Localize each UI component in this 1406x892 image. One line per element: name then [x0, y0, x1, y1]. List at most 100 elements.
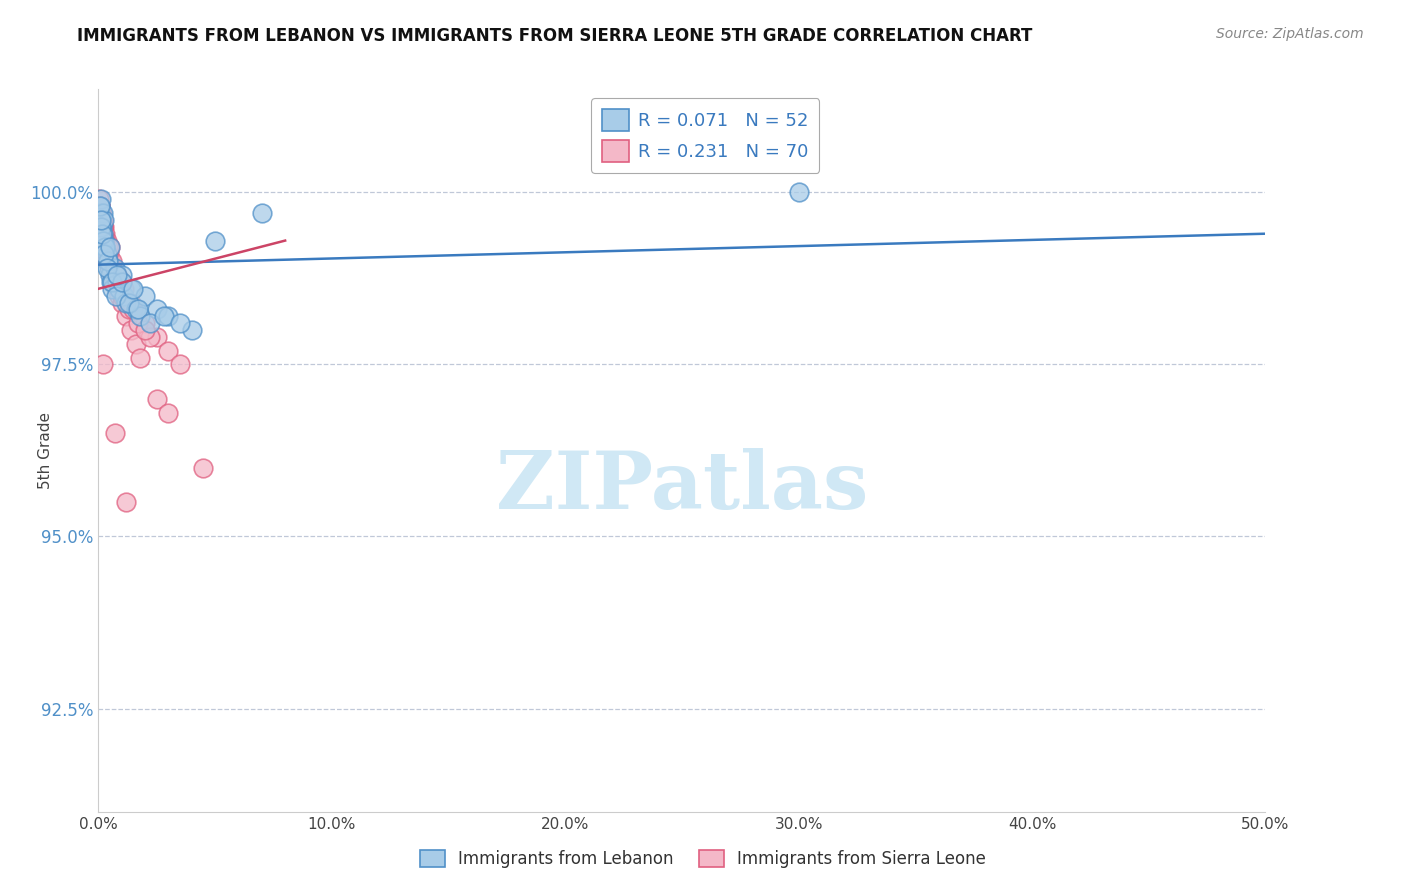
Point [96, 254, 118, 268]
Point [157, 406, 180, 420]
Point [97, 247, 120, 261]
Point [90, 219, 112, 234]
Point [98, 254, 121, 268]
Point [89, 199, 111, 213]
Point [787, 186, 810, 200]
Point [169, 358, 191, 372]
Point [91, 219, 114, 234]
Point [104, 261, 127, 276]
Point [90, 206, 112, 220]
Point [108, 282, 131, 296]
Point [93, 213, 115, 227]
Point [108, 288, 131, 302]
Point [101, 268, 124, 282]
Point [91, 219, 114, 234]
Legend: Immigrants from Lebanon, Immigrants from Sierra Leone: Immigrants from Lebanon, Immigrants from… [413, 843, 993, 875]
Point [111, 295, 134, 310]
Point [93, 247, 115, 261]
Point [101, 254, 124, 268]
Point [104, 288, 127, 302]
Point [98, 240, 121, 254]
Point [90, 206, 112, 220]
Text: IMMIGRANTS FROM LEBANON VS IMMIGRANTS FROM SIERRA LEONE 5TH GRADE CORRELATION CH: IMMIGRANTS FROM LEBANON VS IMMIGRANTS FR… [77, 27, 1032, 45]
Point [97, 254, 120, 268]
Point [134, 323, 156, 337]
Point [93, 240, 115, 254]
Point [96, 261, 118, 276]
Point [111, 268, 134, 282]
Text: ZIPatlas: ZIPatlas [496, 448, 868, 525]
Point [105, 282, 128, 296]
Point [146, 392, 169, 406]
Point [91, 227, 114, 241]
Point [90, 206, 112, 220]
Point [157, 343, 180, 358]
Point [90, 213, 112, 227]
Point [122, 302, 145, 317]
Point [157, 310, 180, 324]
Point [104, 275, 127, 289]
Point [193, 460, 215, 475]
Point [118, 302, 141, 317]
Point [91, 358, 114, 372]
Point [134, 316, 156, 330]
Point [91, 234, 114, 248]
Point [105, 275, 128, 289]
Point [97, 254, 120, 268]
Point [96, 247, 118, 261]
Point [93, 234, 115, 248]
Point [129, 351, 152, 365]
Point [146, 330, 169, 344]
Point [97, 247, 120, 261]
Point [89, 199, 111, 213]
Point [139, 316, 162, 330]
Point [89, 199, 111, 213]
Point [100, 261, 122, 276]
Point [134, 288, 156, 302]
Point [127, 302, 149, 317]
Point [94, 234, 117, 248]
Point [111, 288, 134, 302]
Point [96, 234, 118, 248]
Point [94, 234, 117, 248]
Point [91, 227, 114, 241]
Point [89, 213, 111, 227]
Point [97, 261, 120, 276]
Point [98, 268, 121, 282]
Point [112, 288, 135, 302]
Point [125, 336, 148, 351]
Point [93, 227, 115, 241]
Point [94, 240, 117, 254]
Point [120, 295, 142, 310]
Point [90, 213, 112, 227]
Point [101, 275, 124, 289]
Point [90, 213, 112, 227]
Point [169, 316, 191, 330]
Point [127, 316, 149, 330]
Point [120, 282, 142, 296]
Point [250, 206, 273, 220]
Point [90, 192, 112, 206]
Point [112, 282, 135, 296]
Point [90, 206, 112, 220]
Point [101, 282, 124, 296]
Text: Source: ZipAtlas.com: Source: ZipAtlas.com [1216, 27, 1364, 41]
Point [104, 426, 127, 441]
Point [104, 275, 127, 289]
Point [90, 227, 112, 241]
Text: 5th Grade: 5th Grade [38, 412, 53, 489]
Point [100, 275, 122, 289]
Point [90, 219, 112, 234]
Point [101, 261, 124, 276]
Point [122, 282, 145, 296]
Point [89, 199, 111, 213]
Point [91, 213, 114, 227]
Point [105, 268, 128, 282]
Point [93, 219, 115, 234]
Point [180, 323, 202, 337]
Point [90, 219, 112, 234]
Point [96, 247, 118, 261]
Point [105, 268, 128, 282]
Point [90, 213, 112, 227]
Point [94, 234, 117, 248]
